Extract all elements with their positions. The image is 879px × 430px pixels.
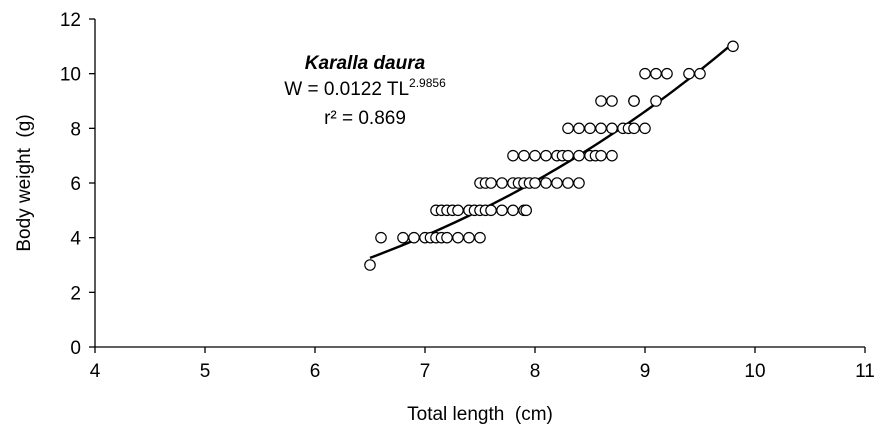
y-tick-label: 6: [70, 174, 81, 195]
data-points: [364, 40, 739, 271]
data-point: [507, 149, 519, 162]
x-tick-label: 8: [530, 361, 541, 382]
data-point: [606, 95, 618, 107]
data-point: [573, 149, 585, 162]
x-ticks: 4 5 6 7 8 9 10 11: [90, 347, 875, 382]
x-tick-label: 9: [640, 361, 651, 382]
data-point: [375, 231, 387, 244]
data-point: [518, 149, 530, 162]
r-squared: r² = 0.869: [324, 108, 406, 129]
data-point: [496, 204, 508, 217]
y-ticks: 0 2 4 6 8 10 12: [60, 10, 95, 359]
data-point: [650, 67, 662, 80]
data-point: [606, 149, 618, 162]
x-tick-label: 10: [744, 361, 765, 382]
equation-exponent: 2.9856: [409, 76, 446, 90]
x-tick-label: 4: [90, 361, 101, 382]
data-point: [529, 149, 541, 162]
data-point: [562, 177, 574, 189]
data-point: [683, 67, 695, 80]
data-point: [520, 204, 532, 217]
x-axis-title: Total length (cm): [407, 404, 553, 425]
data-point: [584, 122, 596, 135]
data-point: [507, 204, 519, 217]
data-point: [639, 122, 651, 135]
data-point: [595, 122, 607, 135]
data-point: [452, 231, 464, 244]
data-point: [364, 259, 376, 271]
data-point: [628, 95, 640, 107]
data-point: [441, 231, 453, 244]
data-point: [496, 177, 508, 189]
y-tick-label: 4: [70, 229, 81, 250]
data-point: [397, 231, 409, 244]
x-tick-label: 7: [420, 361, 431, 382]
equation: W = 0.0122 TL2.9856: [284, 76, 446, 100]
data-point: [540, 149, 552, 162]
data-point: [694, 67, 706, 80]
y-tick-label: 2: [70, 283, 81, 304]
equation-base: W = 0.0122 TL: [284, 79, 409, 100]
data-point: [463, 231, 475, 244]
data-point: [485, 204, 497, 217]
data-point: [661, 67, 673, 80]
data-point: [452, 204, 464, 217]
x-tick-label: 6: [310, 361, 321, 382]
y-axis-title: Body weight (g): [14, 114, 35, 251]
data-point: [573, 122, 585, 135]
data-point: [727, 40, 739, 53]
data-point: [562, 149, 574, 162]
data-point: [540, 177, 552, 189]
data-point: [628, 122, 640, 135]
data-point: [485, 177, 497, 189]
data-point: [650, 95, 662, 107]
data-point: [595, 149, 607, 162]
data-point: [606, 122, 618, 135]
x-tick-label: 5: [200, 361, 211, 382]
species-name: Karalla daura: [305, 53, 426, 74]
y-tick-label: 0: [70, 338, 81, 359]
data-point: [408, 231, 420, 244]
data-point: [573, 177, 585, 189]
data-point: [639, 67, 651, 80]
y-tick-label: 10: [60, 65, 81, 86]
data-point: [474, 231, 486, 244]
data-point: [595, 95, 607, 107]
data-point: [551, 177, 563, 189]
x-tick-label: 11: [855, 361, 875, 382]
data-point: [529, 177, 541, 189]
y-tick-label: 8: [70, 119, 81, 140]
data-point: [562, 122, 574, 135]
y-tick-label: 12: [60, 10, 81, 31]
